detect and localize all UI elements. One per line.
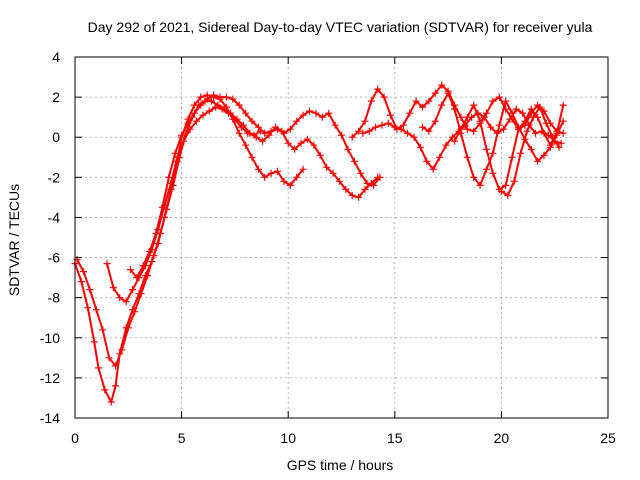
x-axis-label: GPS time / hours (287, 457, 394, 473)
x-tick-label: 15 (387, 430, 403, 446)
x-tick-labels: 0 5 10 15 20 25 (71, 430, 616, 446)
y-tick-label: -2 (48, 169, 61, 185)
series-track-9 (497, 103, 563, 199)
series-track-4 (103, 103, 264, 306)
y-tick-label: 0 (52, 129, 60, 145)
x-tick-label: 25 (600, 430, 616, 446)
y-tick-labels: 4 2 0 -2 -4 -6 -8 -10 -12 -14 (40, 49, 60, 426)
data-point-markers (103, 103, 264, 306)
series-layer (71, 81, 567, 406)
data-point-markers (497, 103, 563, 199)
data-point-markers (73, 97, 382, 370)
y-tick-label: 2 (52, 89, 60, 105)
y-tick-label: -6 (48, 250, 61, 266)
y-axis-label: SDTVAR / TECUs (6, 184, 22, 296)
plot-frame (74, 56, 609, 419)
series-line (129, 94, 381, 279)
y-tick-label: -12 (40, 370, 60, 386)
x-tick-label: 20 (494, 430, 510, 446)
data-point-markers (451, 101, 567, 193)
axis-ticks (74, 56, 609, 419)
data-point-markers (126, 91, 384, 282)
series-line (500, 106, 560, 197)
y-tick-label: 4 (52, 49, 60, 65)
y-tick-label: -14 (40, 410, 60, 426)
y-tick-label: -10 (40, 330, 60, 346)
series-line (351, 84, 565, 139)
y-tick-label: -8 (48, 290, 61, 306)
series-track-1 (71, 91, 307, 406)
x-tick-label: 0 (71, 430, 79, 446)
chart-title: Day 292 of 2021, Sidereal Day-to-day VTE… (88, 19, 593, 35)
y-tick-label: -4 (48, 209, 61, 225)
series-track-3 (126, 91, 384, 282)
data-point-markers (71, 91, 307, 406)
series-track-2 (73, 97, 382, 370)
x-tick-label: 10 (280, 430, 296, 446)
series-line (76, 100, 379, 367)
series-line (453, 104, 565, 191)
series-track-8 (451, 101, 567, 193)
x-tick-label: 5 (178, 430, 186, 446)
